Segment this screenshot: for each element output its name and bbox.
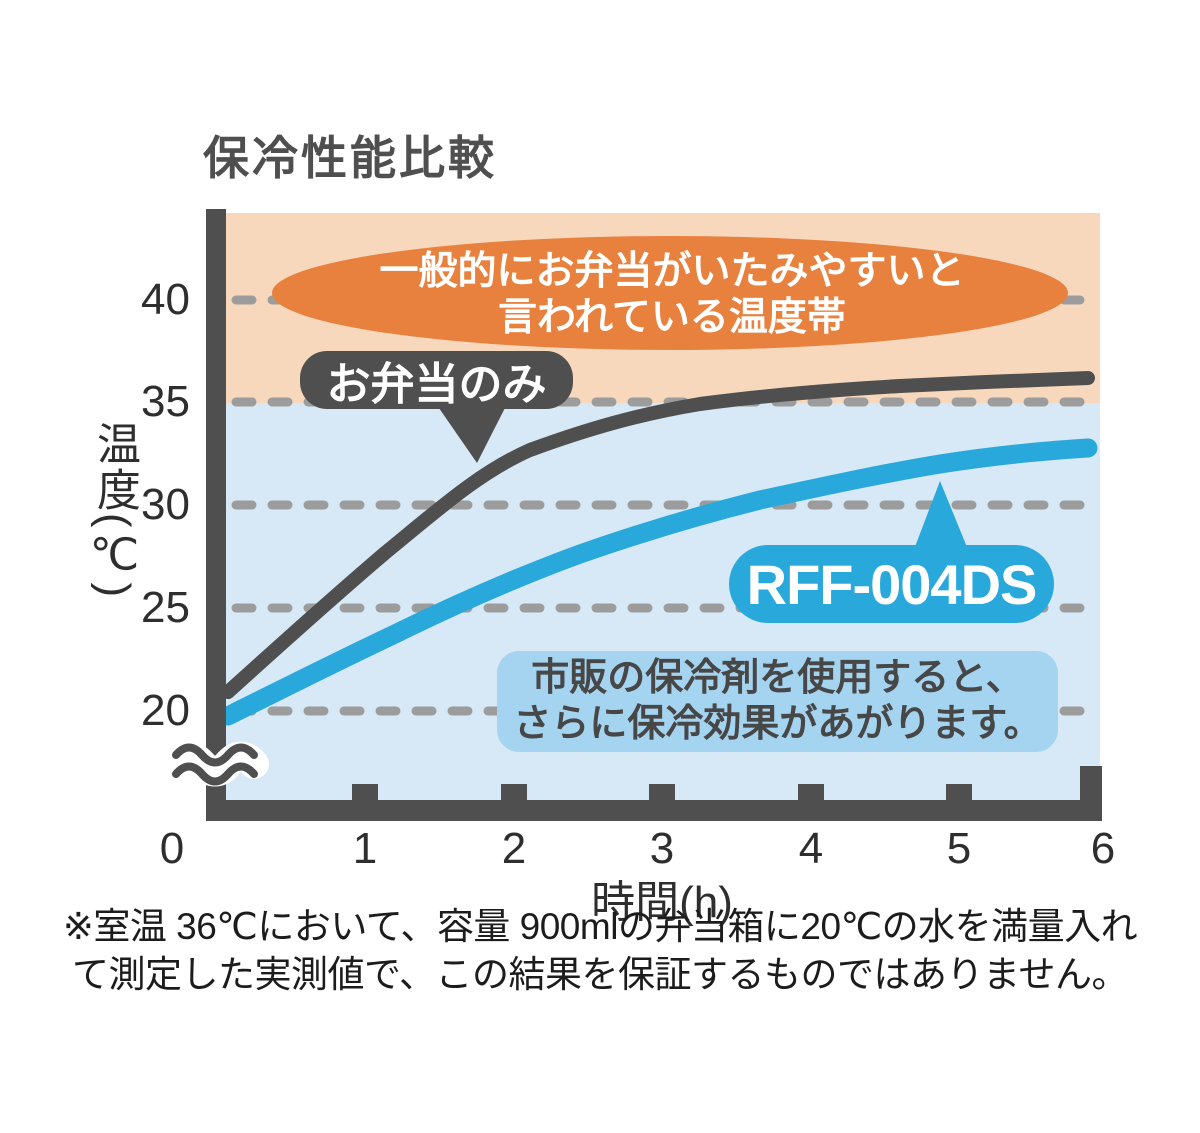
rff-004ds-curve — [218, 438, 1098, 726]
x-tick-label-5: 5 — [946, 824, 972, 873]
danger-zone-label-line1: 一般的にお弁当がいたみやすいと — [379, 250, 965, 293]
x-tick-2 — [501, 784, 527, 800]
y-tick-label-20: 20 — [141, 686, 190, 735]
y-tick-label-40: 40 — [141, 275, 190, 324]
x-axis-bar — [206, 800, 1102, 821]
footnote-line2: て測定した実測値で、この結果を保証するものではありません。 — [72, 954, 1128, 996]
bento-only-callout: お弁当のみ — [300, 351, 573, 409]
x-tick-4 — [798, 784, 824, 800]
y-axis-bar — [206, 209, 226, 821]
bento-bubble-pointer — [432, 398, 510, 463]
x-tick-label-6: 6 — [1090, 824, 1116, 873]
y-tick-label-30: 30 — [141, 480, 190, 529]
x-tick-label-4: 4 — [798, 824, 824, 873]
x-tick-3 — [649, 784, 675, 800]
danger-zone-label: 一般的にお弁当がいたみやすいと 言われている温度帯 — [272, 249, 1072, 341]
danger-zone-label-line2: 言われている温度帯 — [498, 296, 846, 340]
danger-zone-ellipse — [272, 236, 1068, 350]
axes — [206, 209, 1102, 821]
x-tick-1 — [352, 784, 378, 800]
x-tick-label-1: 1 — [352, 824, 378, 873]
footnote-line1: ※室温 36℃において、容量 900mlの弁当箱に20℃の水を満量入れ — [62, 906, 1138, 947]
y-tick-label-25: 25 — [141, 583, 190, 632]
rff-bubble-pointer — [913, 481, 969, 552]
rff-004ds-callout: RFF-004DS — [729, 545, 1054, 623]
x-tick-label-2: 2 — [501, 824, 527, 873]
x-tick-label-3: 3 — [649, 824, 675, 873]
y-axis-break — [161, 741, 269, 787]
ice-pack-note: 市販の保冷剤を使用すると、 さらに保冷効果があがります。 — [497, 651, 1058, 752]
ice-pack-note-line1: 市販の保冷剤を使用すると、 — [531, 656, 1024, 699]
bento-only-curve — [221, 371, 1095, 699]
page-title: 保冷性能比較 — [203, 132, 497, 184]
x-axis-title: 時間(h) — [591, 878, 733, 927]
ice-pack-note-line2: さらに保冷効果があがります。 — [513, 702, 1042, 745]
x-tick-5 — [946, 784, 972, 800]
y-axis-title: 温度(℃) — [90, 420, 139, 600]
y-tick-label-35: 35 — [141, 377, 190, 426]
footnote: ※室温 36℃において、容量 900mlの弁当箱に20℃の水を満量入れ て測定し… — [30, 903, 1170, 999]
x-tick-label-0: 0 — [159, 824, 185, 873]
x-axis-end-tick — [1080, 766, 1102, 821]
